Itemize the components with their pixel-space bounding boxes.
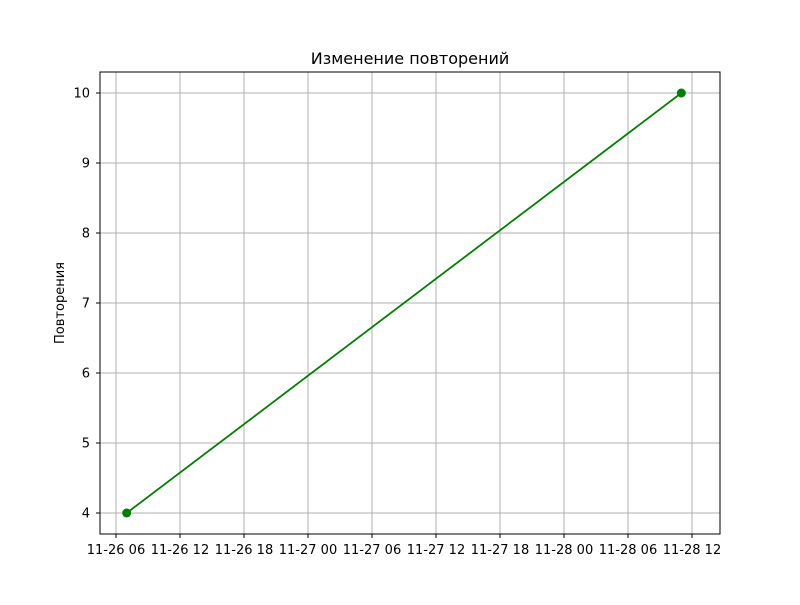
y-tick-label: 10: [73, 87, 90, 102]
data-point: [122, 508, 132, 518]
x-tick-label: 11-28 06: [599, 543, 657, 558]
x-tick-label: 11-27 18: [471, 543, 529, 558]
x-tick-label: 11-26 06: [87, 543, 145, 558]
series-line: [126, 92, 682, 514]
x-axis: 11-26 06 11-26 12 11-26 18 11-27 00 11-27 06…: [87, 534, 721, 558]
y-tick-label: 6: [82, 367, 90, 382]
y-axis: 4 5 6 7 8 9 10: [73, 87, 100, 522]
x-tick-label: 11-26 12: [151, 543, 209, 558]
y-tick-label: 7: [82, 297, 90, 312]
x-tick-label: 11-28 12: [663, 543, 721, 558]
x-tick-label: 11-26 18: [215, 543, 273, 558]
y-tick-label: 9: [82, 157, 90, 172]
grid: [100, 72, 720, 534]
x-tick-label: 11-27 00: [279, 543, 337, 558]
y-tick-label: 8: [82, 227, 90, 242]
x-tick-label: 11-27 12: [407, 543, 465, 558]
x-tick-label: 11-27 06: [343, 543, 401, 558]
y-tick-label: 5: [82, 437, 90, 452]
y-tick-label: 4: [82, 507, 90, 522]
y-axis-label: Повторения: [53, 262, 68, 344]
chart-title: Изменение повторений: [311, 49, 510, 68]
x-tick-label: 11-28 00: [535, 543, 593, 558]
series-layer: [122, 88, 686, 518]
data-point: [676, 88, 686, 98]
